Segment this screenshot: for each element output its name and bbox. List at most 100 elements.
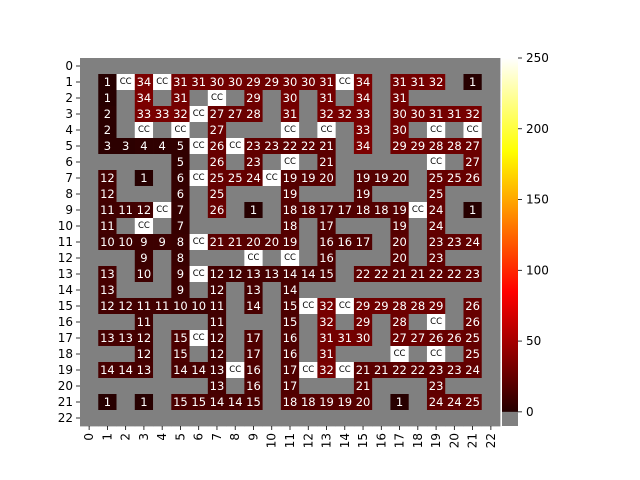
y-tick-label: 3 <box>65 107 73 121</box>
heatmap-cell <box>263 410 282 426</box>
heatmap-cell <box>226 202 245 218</box>
cell-label: 18 <box>283 203 298 217</box>
cell-label: 1 <box>469 75 476 89</box>
cell-label: 11 <box>137 315 152 329</box>
cell-label: 22 <box>447 267 462 281</box>
cell-label: 14 <box>100 363 115 377</box>
heatmap-cell <box>80 186 99 202</box>
x-tick-label: 6 <box>192 433 206 441</box>
cell-label: 23 <box>429 235 444 249</box>
heatmap-cell <box>482 378 501 394</box>
cell-label: 14 <box>283 267 298 281</box>
cell-label: 32 <box>337 107 352 121</box>
heatmap-cell <box>482 234 501 250</box>
heatmap-cell <box>117 218 136 234</box>
heatmap-cell <box>390 154 409 170</box>
cell-label: 16 <box>319 251 334 265</box>
cell-label: 22 <box>392 363 407 377</box>
cell-label: 31 <box>392 91 407 105</box>
cell-label: 26 <box>465 171 480 185</box>
x-tick-label: 5 <box>173 433 187 441</box>
heatmap-cell <box>336 378 355 394</box>
cell-label: 28 <box>429 139 444 153</box>
cell-label: 17 <box>246 331 261 345</box>
heatmap-cell <box>80 234 99 250</box>
cell-label: 15 <box>246 395 261 409</box>
heatmap-cell <box>354 218 373 234</box>
cell-label: 32 <box>465 107 480 121</box>
heatmap-cell <box>226 58 245 74</box>
heatmap-cell <box>98 250 117 266</box>
cell-label: 27 <box>465 155 480 169</box>
heatmap-cell <box>117 314 136 330</box>
cell-label: CC <box>394 349 406 359</box>
heatmap-cell <box>354 154 373 170</box>
heatmap-cell <box>445 250 464 266</box>
heatmap-cell <box>244 58 263 74</box>
x-tick-label: 18 <box>411 433 425 448</box>
cell-label: 19 <box>356 171 371 185</box>
cell-label: 23 <box>246 139 261 153</box>
cell-label: 8 <box>177 235 184 249</box>
colorbar-tick-label: 150 <box>526 193 549 207</box>
y-tick-label: 17 <box>58 331 73 345</box>
heatmap-cell <box>427 90 446 106</box>
heatmap-cell <box>409 282 428 298</box>
cell-label: 12 <box>137 203 152 217</box>
cell-label: 21 <box>210 235 225 249</box>
heatmap-cell <box>336 266 355 282</box>
cell-label: CC <box>193 333 205 343</box>
cell-label: 26 <box>210 139 225 153</box>
heatmap-cell <box>390 410 409 426</box>
heatmap-cell <box>190 90 209 106</box>
cell-label: 17 <box>319 203 334 217</box>
heatmap-cell <box>463 218 482 234</box>
cell-label: 28 <box>392 315 407 329</box>
heatmap-cell <box>336 218 355 234</box>
heatmap-cell <box>390 378 409 394</box>
cell-label: 17 <box>356 235 371 249</box>
heatmap-cell <box>299 282 318 298</box>
cell-label: 32 <box>173 107 188 121</box>
heatmap-cell <box>317 58 336 74</box>
heatmap-cell <box>135 410 154 426</box>
y-tick-label: 10 <box>58 219 73 233</box>
cell-label: 20 <box>246 235 261 249</box>
heatmap-cell <box>135 378 154 394</box>
heatmap-cell <box>153 410 172 426</box>
heatmap-cell <box>244 314 263 330</box>
heatmap-cell <box>263 202 282 218</box>
heatmap-cell <box>336 138 355 154</box>
cell-label: 30 <box>210 75 225 89</box>
heatmap-cell <box>372 410 391 426</box>
heatmap-cell <box>372 282 391 298</box>
cell-label: 27 <box>210 107 225 121</box>
cell-label: 29 <box>411 139 426 153</box>
heatmap-cell <box>117 58 136 74</box>
cell-label: CC <box>339 365 351 375</box>
heatmap-cell <box>482 170 501 186</box>
x-tick-label: 17 <box>393 433 407 448</box>
cell-label: CC <box>284 253 296 263</box>
heatmap-cell <box>445 90 464 106</box>
cell-label: 13 <box>100 283 115 297</box>
heatmap-cell <box>409 250 428 266</box>
cell-label: 26 <box>210 155 225 169</box>
cell-label: 26 <box>447 331 462 345</box>
heatmap-cell <box>463 186 482 202</box>
cell-label: 33 <box>356 107 371 121</box>
heatmap-cell <box>135 282 154 298</box>
heatmap-cell <box>226 154 245 170</box>
y-tick-label: 21 <box>58 395 73 409</box>
cell-label: 11 <box>210 299 225 313</box>
cell-label: 31 <box>447 107 462 121</box>
cell-label: 12 <box>100 187 115 201</box>
cell-label: 14 <box>191 363 206 377</box>
heatmap-cell <box>80 202 99 218</box>
heatmap-cell <box>354 250 373 266</box>
x-tick-label: 3 <box>137 433 151 441</box>
heatmap-cell <box>336 170 355 186</box>
cell-label: 24 <box>246 171 261 185</box>
cell-label: 27 <box>411 331 426 345</box>
cell-label: 2 <box>104 123 111 137</box>
